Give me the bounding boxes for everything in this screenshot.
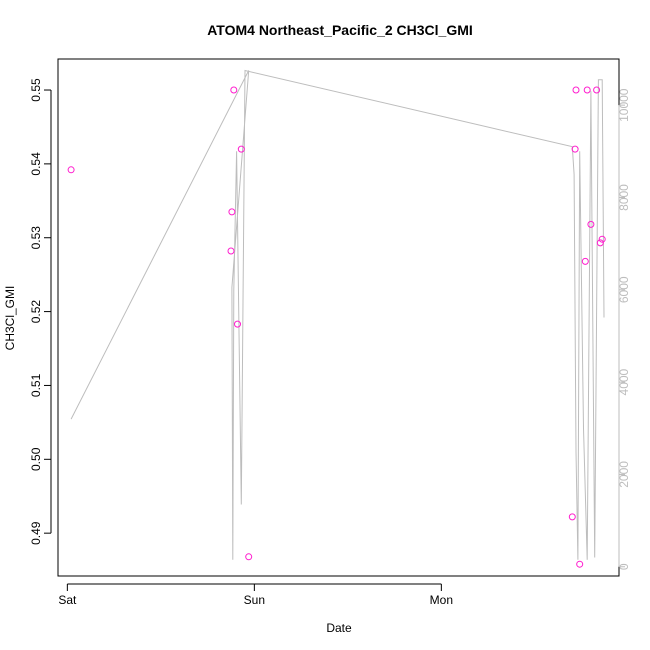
data-point <box>237 145 245 153</box>
y-tick-label: 0.50 <box>29 447 43 471</box>
points-layer <box>67 86 606 568</box>
data-point <box>228 208 236 216</box>
data-point <box>568 513 576 521</box>
data-point <box>234 320 241 328</box>
x-tick-label: Sat <box>58 593 77 607</box>
y-tick-label: 0.53 <box>29 226 43 250</box>
data-point <box>67 166 75 174</box>
data-point <box>576 560 584 568</box>
secondary-series-line <box>70 69 605 560</box>
data-point <box>245 553 253 561</box>
y2-tick-label: 8000 <box>617 184 631 211</box>
data-point <box>572 86 580 94</box>
y-tick-label: 0.54 <box>29 152 43 176</box>
y-axis-label: CH3Cl_GMI <box>3 286 17 351</box>
data-point <box>230 86 238 94</box>
data-point <box>598 235 606 243</box>
chart-title: ATOM4 Northeast_Pacific_2 CH3Cl_GMI <box>207 22 473 38</box>
y2-tick-label: 10000 <box>617 88 631 122</box>
x-axis-label: Date <box>326 621 352 635</box>
y-tick-label: 0.55 <box>29 78 43 102</box>
y-tick-label: 0.51 <box>29 373 43 397</box>
y-tick-label: 0.49 <box>29 521 43 545</box>
data-point <box>583 86 591 94</box>
y2-tick-label: 2000 <box>617 461 631 488</box>
secondary-line-layer <box>70 69 605 560</box>
data-point <box>596 239 604 247</box>
x-tick-label: Sun <box>244 593 265 607</box>
data-point <box>571 145 579 153</box>
data-point <box>227 247 235 255</box>
y-axis: 0.49 0.50 0.51 0.52 0.53 0.54 0.55 <box>29 78 52 545</box>
x-tick-label: Mon <box>430 593 453 607</box>
data-point <box>581 257 589 265</box>
y2-axis: 0 2000 4000 6000 8000 10000 <box>617 88 631 570</box>
y-tick-label: 0.52 <box>29 300 43 324</box>
y2-tick-label: 0 <box>617 563 631 570</box>
y2-tick-label: 4000 <box>617 368 631 395</box>
y2-tick-label: 6000 <box>617 276 631 303</box>
x-axis: Sat Sun Mon <box>58 583 453 607</box>
data-point <box>587 220 595 228</box>
data-point <box>593 86 601 94</box>
